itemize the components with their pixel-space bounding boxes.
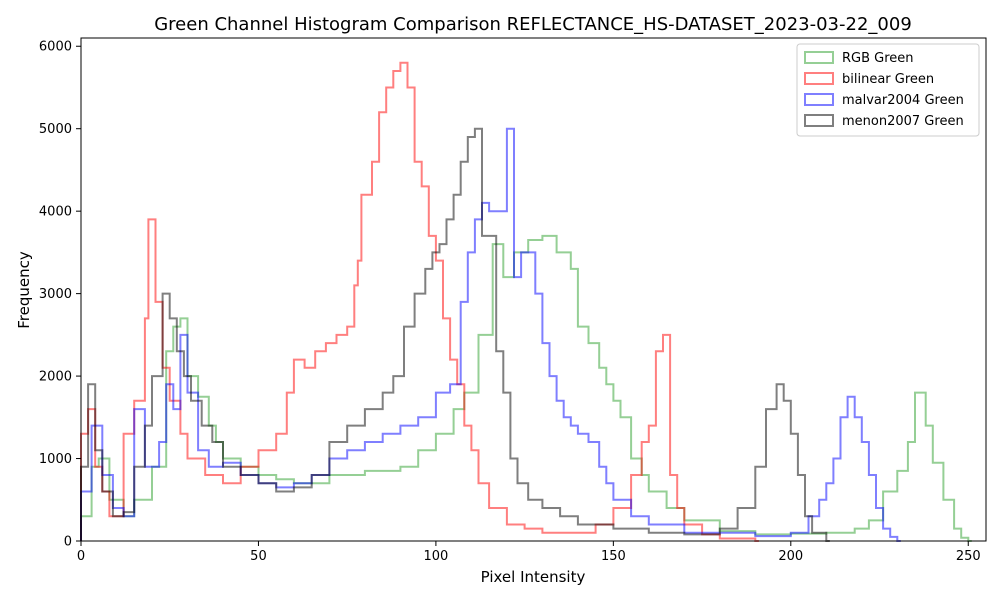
legend-label-1: bilinear Green (842, 72, 934, 87)
series-line-3 (80, 127, 830, 542)
plot-area (80, 37, 987, 542)
legend-label-0: RGB Green (842, 51, 914, 66)
legend-box (796, 43, 980, 137)
x-tick-label-0: 0 (77, 549, 85, 564)
plot-frame (80, 37, 987, 542)
x-tick-label-2: 100 (423, 549, 448, 564)
y-tick-label-6: 6000 (39, 40, 72, 55)
legend-swatch-3 (804, 114, 834, 127)
legend-swatch-0 (804, 51, 834, 64)
legend-items: RGB Green bilinear Green malvar2004 Green m… (804, 51, 964, 129)
chart-title: Green Channel Histogram Comparison REFLE… (154, 14, 912, 35)
legend: RGB Green bilinear Green malvar2004 Green m… (796, 43, 980, 137)
y-axis: 0 1000 2000 3000 4000 5000 6000 (39, 40, 81, 550)
x-tick-label-3: 150 (601, 549, 626, 564)
x-axis: 0 50 100 150 200 250 (77, 541, 981, 564)
legend-swatch-1 (804, 72, 834, 85)
legend-label-2: malvar2004 Green (842, 93, 964, 108)
y-tick-label-1: 1000 (39, 452, 72, 467)
y-tick-label-3: 3000 (39, 287, 72, 302)
x-tick-label-5: 250 (956, 549, 981, 564)
y-tick-label-2: 2000 (39, 370, 72, 385)
legend-swatch-2 (804, 93, 834, 106)
x-axis-label: Pixel Intensity (481, 568, 586, 586)
y-axis-label: Frequency (15, 251, 33, 329)
legend-label-3: menon2007 Green (842, 114, 964, 129)
y-tick-label-5: 5000 (39, 122, 72, 137)
x-tick-label-1: 50 (250, 549, 267, 564)
y-tick-label-4: 4000 (39, 205, 72, 220)
y-tick-label-0: 0 (64, 535, 72, 550)
series-line-2 (80, 127, 901, 542)
x-tick-label-4: 200 (778, 549, 803, 564)
series-layer (80, 61, 972, 542)
